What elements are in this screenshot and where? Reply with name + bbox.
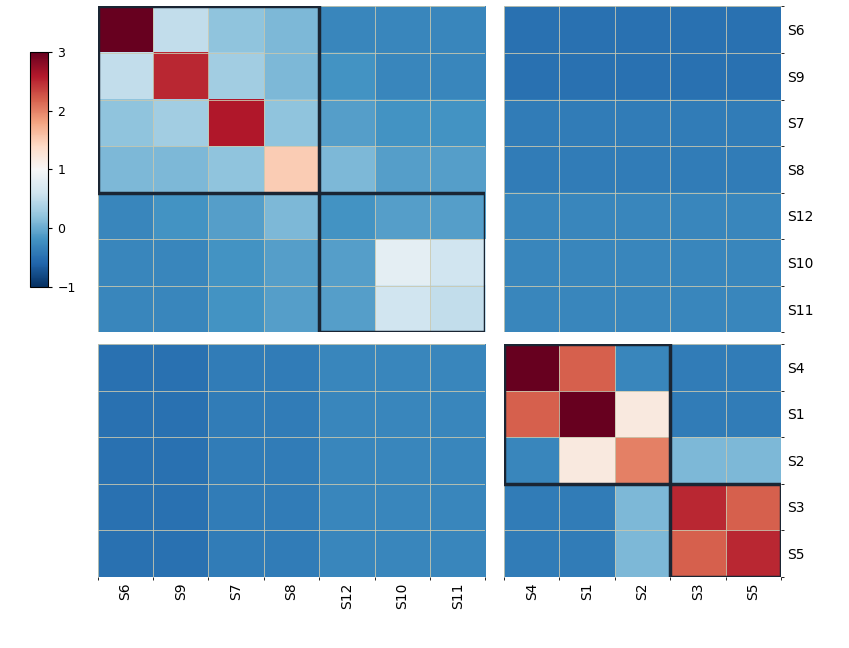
Bar (670, 483, 781, 577)
Bar (98, 6, 319, 192)
Bar (319, 192, 486, 332)
Bar (504, 344, 671, 483)
